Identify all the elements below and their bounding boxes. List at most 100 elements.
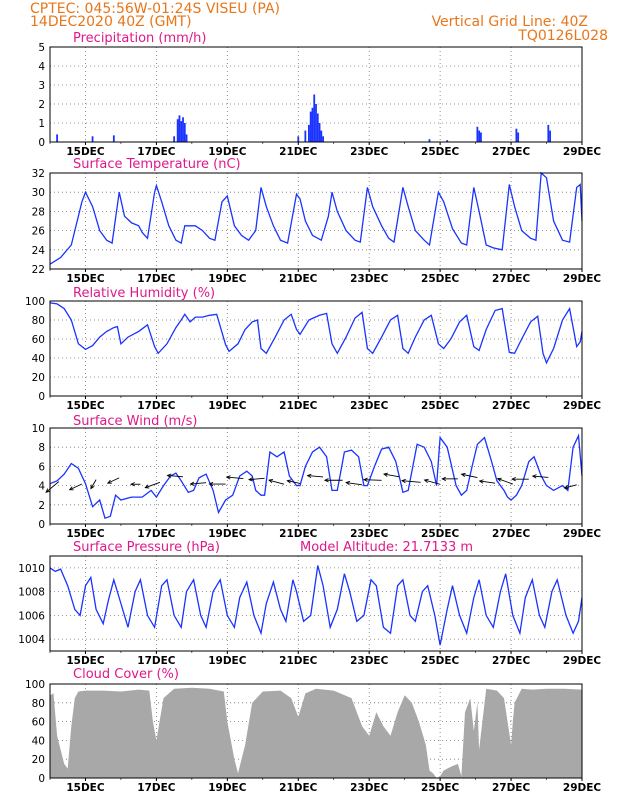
panel-frame: [49, 555, 583, 652]
wind-arrow: [130, 482, 141, 487]
x-tick-label: 17DEC: [137, 782, 176, 794]
pres-series-line: [49, 565, 583, 646]
y-tick-label: 1006: [18, 610, 45, 622]
panel-title-wind: Surface Wind (m/s): [73, 414, 197, 429]
x-tick-label: 15DEC: [66, 146, 105, 158]
x-tick-label: 25DEC: [421, 400, 460, 412]
wind-arrow: [460, 472, 478, 479]
x-tick-label: 15DEC: [66, 273, 105, 285]
panel-frame: [49, 427, 583, 525]
y-tick-label: 60: [32, 334, 45, 346]
y-tick-label: 2: [38, 500, 45, 512]
wind-arrow: [106, 477, 120, 484]
precip-bar: [185, 134, 188, 142]
wind-arrow: [531, 474, 549, 479]
precip-bar: [547, 124, 550, 142]
rh-series-line: [49, 302, 583, 365]
wind-arrow: [68, 483, 83, 491]
y-tick-label: 1004: [18, 634, 45, 646]
y-tick-label: 24: [32, 245, 46, 257]
precip-bar: [56, 134, 58, 142]
x-tick-label: 19DEC: [208, 655, 247, 667]
precip-bar: [182, 117, 184, 142]
precip-bar: [308, 124, 310, 142]
wind-arrow: [478, 479, 496, 484]
model-code: TQ0126L028: [517, 28, 608, 44]
x-tick-label: 29DEC: [563, 146, 602, 158]
precip-bar: [320, 130, 323, 142]
x-tick-label: 23DEC: [350, 528, 389, 540]
wind-arrow: [144, 481, 161, 489]
wind-arrow: [496, 477, 513, 485]
x-tick-label: 15DEC: [66, 400, 105, 412]
y-tick-label: 26: [32, 226, 46, 238]
wind-arrow: [166, 473, 184, 478]
wind-arrow: [511, 476, 529, 482]
wind-arrow: [423, 478, 441, 485]
y-tick-label: 3: [38, 80, 45, 92]
wind-arrow: [323, 478, 343, 483]
x-tick-label: 19DEC: [208, 528, 247, 540]
y-tick-label: 20: [32, 372, 45, 384]
wind-arrow: [345, 480, 363, 486]
precip-bar: [176, 119, 179, 142]
x-tick-label: 15DEC: [66, 782, 105, 794]
panel-title-cloud-cover: Cloud Cover (%): [73, 667, 179, 682]
y-tick-label: 0: [38, 773, 45, 785]
wind-arrow: [45, 481, 60, 493]
x-tick-label: 23DEC: [350, 782, 389, 794]
precip-bar: [304, 130, 307, 142]
panel-frame: [49, 46, 583, 143]
x-tick-label: 29DEC: [563, 400, 602, 412]
panel-title-temperature: Surface Temperature (nC): [73, 157, 241, 172]
x-tick-label: 23DEC: [350, 146, 389, 158]
x-tick-label: 25DEC: [421, 273, 460, 285]
x-tick-label: 25DEC: [421, 655, 460, 667]
y-tick-label: 22: [32, 264, 45, 276]
y-tick-label: 28: [32, 206, 45, 218]
x-tick-label: 25DEC: [421, 528, 460, 540]
wind-series-line: [49, 433, 583, 520]
y-tick-label: 80: [32, 315, 45, 327]
x-tick-label: 21DEC: [279, 400, 318, 412]
x-tick-label: 21DEC: [279, 528, 318, 540]
x-tick-label: 15DEC: [66, 528, 105, 540]
x-tick-label: 17DEC: [137, 273, 176, 285]
model-altitude-label: Model Altitude: 21.7133 m: [300, 540, 473, 555]
panel-title-pressure: Surface Pressure (hPa): [73, 540, 220, 555]
x-tick-label: 17DEC: [137, 400, 176, 412]
x-tick-label: 19DEC: [208, 400, 247, 412]
y-tick-label: 5: [38, 42, 45, 54]
precip-bar: [315, 104, 317, 142]
x-tick-label: 23DEC: [350, 655, 389, 667]
precip-bar: [112, 135, 115, 142]
precip-bar: [180, 121, 183, 142]
cloud-cover-area: [50, 687, 582, 778]
wind-arrow: [225, 475, 244, 480]
x-tick-label: 29DEC: [563, 528, 602, 540]
x-tick-label: 27DEC: [492, 400, 531, 412]
precip-bar: [311, 107, 314, 142]
panel-title-precipitation: Precipitation (mm/h): [73, 31, 206, 46]
precip-bar: [183, 123, 186, 142]
precip-bar: [428, 139, 431, 142]
y-tick-label: 100: [25, 296, 45, 308]
x-tick-label: 17DEC: [137, 146, 176, 158]
precip-bar: [322, 136, 324, 142]
x-tick-label: 21DEC: [279, 146, 318, 158]
x-tick-label: 29DEC: [563, 655, 602, 667]
run-time-header: 14DEC2020 40Z (GMT): [30, 14, 192, 30]
y-tick-label: 40: [32, 353, 45, 365]
x-tick-label: 27DEC: [492, 528, 531, 540]
y-tick-label: 0: [38, 137, 45, 149]
panel-frame: [49, 683, 583, 779]
x-tick-label: 17DEC: [137, 528, 176, 540]
precip-bar: [478, 130, 481, 142]
wind-arrow: [90, 479, 97, 490]
x-tick-label: 19DEC: [208, 273, 247, 285]
wind-arrow: [248, 477, 265, 482]
panel-precip: 0 1 2 3 4 5 15DEC 17DEC 19DEC 21DEC 23DEC 25DEC 27DE…: [38, 42, 601, 158]
y-tick-label: 6: [38, 461, 45, 473]
x-tick-label: 27DEC: [492, 146, 531, 158]
y-tick-label: 40: [32, 735, 45, 747]
